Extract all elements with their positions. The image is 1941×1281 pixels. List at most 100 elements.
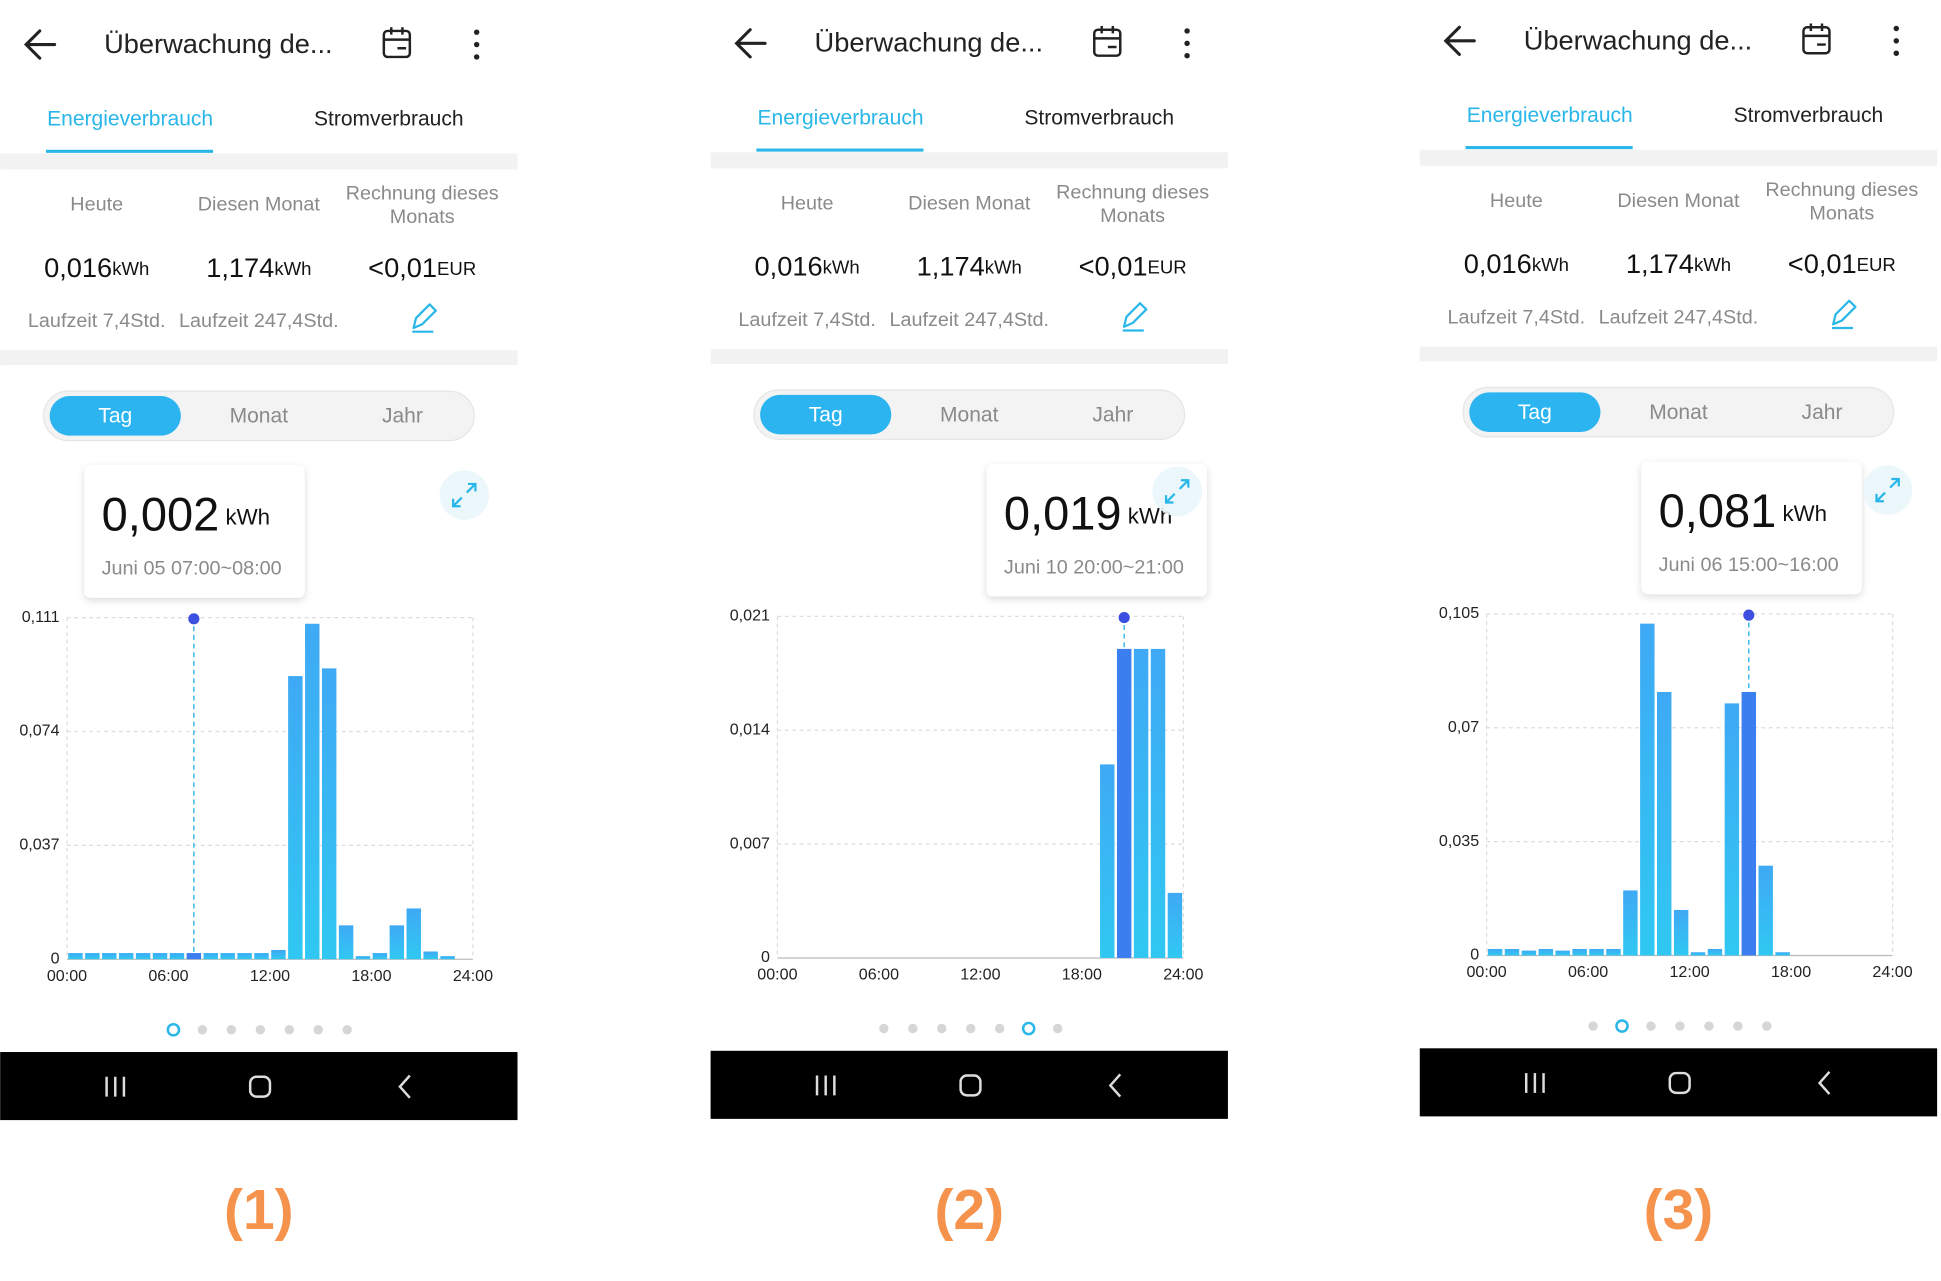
nav-recent[interactable]: [105, 1076, 126, 1097]
page-dot[interactable]: [1704, 1021, 1714, 1031]
bar[interactable]: [423, 951, 438, 960]
bar[interactable]: [1538, 948, 1554, 956]
menu-dot[interactable]: [1184, 28, 1190, 34]
page-dot[interactable]: [342, 1025, 352, 1035]
page-dot[interactable]: [1675, 1021, 1685, 1031]
back-button[interactable]: [1443, 25, 1476, 57]
bar-selected[interactable]: [1116, 648, 1132, 958]
page-dot[interactable]: [879, 1023, 889, 1034]
range-tab[interactable]: Monat: [940, 403, 999, 426]
bar[interactable]: [271, 949, 286, 960]
page-dot[interactable]: [197, 1025, 208, 1035]
bar[interactable]: [1758, 865, 1773, 956]
bar[interactable]: [440, 956, 455, 960]
bar[interactable]: [1707, 948, 1723, 956]
bar[interactable]: [237, 953, 252, 960]
calendar-button[interactable]: [1093, 28, 1122, 57]
edit-button[interactable]: [1831, 299, 1857, 330]
back-button[interactable]: [734, 28, 767, 59]
bar[interactable]: [1555, 950, 1570, 956]
nav-recent[interactable]: [1524, 1073, 1545, 1093]
bar[interactable]: [1673, 909, 1689, 956]
bar[interactable]: [1775, 952, 1790, 956]
bar[interactable]: [135, 953, 151, 960]
bar[interactable]: [305, 623, 320, 960]
bar[interactable]: [1606, 948, 1621, 956]
bar[interactable]: [1504, 948, 1520, 956]
range-tab[interactable]: Monat: [230, 405, 289, 428]
nav-back[interactable]: [1817, 1071, 1831, 1095]
page-dot[interactable]: [1733, 1021, 1743, 1031]
bar[interactable]: [406, 908, 421, 960]
menu-dot[interactable]: [1893, 38, 1900, 44]
bar[interactable]: [1657, 691, 1672, 956]
page-dot[interactable]: [1588, 1021, 1598, 1031]
menu-dot[interactable]: [1184, 40, 1190, 47]
bar[interactable]: [1623, 890, 1638, 956]
bar[interactable]: [1521, 950, 1537, 956]
range-tab[interactable]: Jahr: [1802, 401, 1843, 424]
bar[interactable]: [288, 676, 303, 960]
edit-button[interactable]: [1122, 302, 1148, 332]
range-active[interactable]: [49, 396, 181, 436]
tab-active[interactable]: Energieverbrauch: [47, 108, 213, 131]
bar[interactable]: [169, 953, 185, 960]
menu-dot[interactable]: [1184, 52, 1190, 59]
bar[interactable]: [1133, 648, 1149, 958]
page-dot[interactable]: [966, 1023, 976, 1034]
range-tab[interactable]: Tag: [809, 403, 843, 426]
bar[interactable]: [1150, 648, 1166, 958]
bar[interactable]: [1100, 764, 1115, 958]
bar[interactable]: [254, 953, 269, 960]
bar-selected[interactable]: [1741, 691, 1757, 956]
bar[interactable]: [68, 953, 83, 960]
bar[interactable]: [85, 953, 100, 960]
bar[interactable]: [203, 953, 218, 960]
menu-dot[interactable]: [473, 41, 480, 48]
range-tab[interactable]: Jahr: [382, 405, 423, 428]
bar[interactable]: [152, 953, 168, 960]
range-tab[interactable]: Tag: [98, 405, 132, 428]
menu-dot[interactable]: [473, 29, 480, 35]
tab-active[interactable]: Energieverbrauch: [758, 106, 924, 129]
bar[interactable]: [355, 956, 371, 960]
expand-button[interactable]: [1152, 466, 1202, 517]
tab[interactable]: Stromverbrauch: [314, 108, 464, 131]
nav-home[interactable]: [248, 1075, 272, 1098]
bar[interactable]: [118, 953, 134, 960]
bar-selected[interactable]: [186, 953, 202, 960]
nav-back[interactable]: [1108, 1073, 1122, 1098]
bar[interactable]: [1487, 948, 1503, 956]
edit-button[interactable]: [412, 303, 437, 333]
page-dot[interactable]: [1762, 1021, 1772, 1031]
menu-dot[interactable]: [1893, 50, 1900, 56]
page-dot[interactable]: [908, 1023, 918, 1034]
page-dot[interactable]: [937, 1023, 947, 1034]
range-tab[interactable]: Monat: [1649, 401, 1708, 424]
bar[interactable]: [1690, 952, 1706, 956]
page-dot[interactable]: [1646, 1021, 1656, 1031]
bar[interactable]: [1724, 703, 1740, 956]
page-dot[interactable]: [1052, 1023, 1063, 1034]
tab-active[interactable]: Energieverbrauch: [1467, 104, 1633, 127]
calendar-button[interactable]: [1802, 25, 1831, 55]
bar[interactable]: [1640, 623, 1655, 956]
back-button[interactable]: [23, 29, 57, 60]
range-active[interactable]: [1469, 392, 1601, 432]
page-dot[interactable]: [255, 1025, 266, 1035]
nav-home[interactable]: [959, 1074, 982, 1097]
bar[interactable]: [102, 953, 117, 960]
bar[interactable]: [372, 953, 388, 960]
bar[interactable]: [1167, 892, 1183, 958]
range-tab[interactable]: Jahr: [1092, 403, 1133, 426]
bar[interactable]: [1589, 948, 1604, 956]
page-dot[interactable]: [284, 1025, 294, 1035]
bar[interactable]: [1572, 948, 1587, 956]
bar[interactable]: [220, 953, 235, 960]
bar[interactable]: [338, 925, 354, 960]
tab[interactable]: Stromverbrauch: [1024, 106, 1174, 129]
bar[interactable]: [321, 668, 337, 960]
nav-back[interactable]: [398, 1074, 411, 1099]
page-dot[interactable]: [226, 1025, 237, 1035]
expand-button[interactable]: [1862, 465, 1913, 515]
